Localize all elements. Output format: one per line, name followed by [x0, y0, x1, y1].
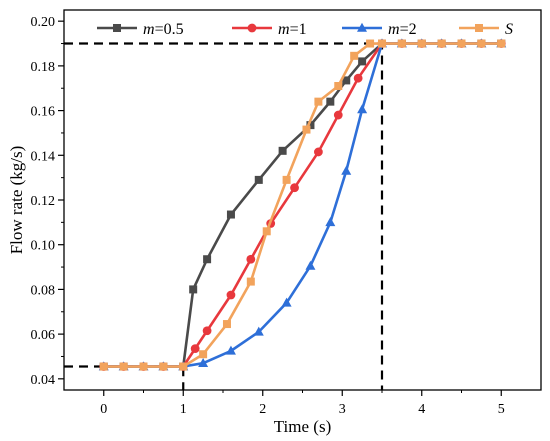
series-1-point-10	[290, 183, 299, 193]
series-0-point-13	[358, 57, 367, 66]
legend-item-3: S	[459, 21, 513, 38]
series-3-point-15	[378, 39, 386, 48]
x-tick-label-0: 0	[100, 402, 107, 417]
y-tick-label-7: 0.18	[31, 60, 56, 75]
y-tick-label-0: 0.04	[31, 373, 56, 388]
series-3-point-19	[457, 39, 466, 48]
x-tick-label-1: 1	[180, 402, 187, 417]
legend: m=0.5 m=1 m=2 S	[97, 21, 513, 38]
x-tick-label-5: 5	[498, 402, 505, 417]
series-3	[99, 39, 506, 371]
series-3-point-3	[159, 362, 168, 371]
series-3-point-13	[350, 51, 359, 60]
series-0-point-7	[226, 210, 235, 219]
series-1	[99, 39, 506, 371]
series-1-point-11	[314, 147, 323, 157]
y-axis-title: Flow rate (kg/s)	[7, 146, 26, 255]
series-0-point-8	[254, 175, 263, 184]
legend-marker-1	[247, 23, 257, 33]
series-1-point-5	[190, 344, 200, 354]
series-2-point-12	[357, 104, 368, 114]
legend-label-2-var: m	[388, 21, 400, 38]
legend-label-2-value: =2	[400, 21, 417, 38]
legend-marker-3	[475, 24, 483, 32]
legend-label-0-var: m	[143, 21, 155, 38]
series-0	[99, 39, 506, 371]
series-1-point-12	[333, 110, 343, 120]
legend-item-2: m=2	[342, 21, 417, 38]
series-layer	[98, 38, 507, 371]
series-1-point-13	[353, 73, 363, 83]
series-0-point-9	[278, 146, 287, 155]
series-3-point-4	[179, 362, 188, 371]
series-0-point-10	[306, 121, 315, 130]
series-3-point-6	[222, 320, 231, 329]
series-2-point-7	[253, 326, 264, 336]
y-tick-label-5: 0.14	[31, 149, 56, 164]
series-3-point-0	[99, 362, 108, 371]
series-3-point-17	[417, 39, 426, 48]
x-tick-label-3: 3	[339, 402, 346, 417]
y-tick-label-1: 0.06	[31, 328, 56, 343]
series-3-point-1	[119, 362, 128, 371]
series-3-point-2	[139, 362, 148, 371]
series-1-point-6	[202, 326, 212, 336]
axis-ticks: 0 1 2 3 4 5 0.04 0.06 0.08 0.10 0.12 0.14 0.16 0.18 0.…	[31, 15, 505, 417]
series-3-point-11	[314, 97, 323, 106]
y-tick-label-4: 0.12	[31, 194, 56, 209]
series-3-point-14	[366, 39, 375, 48]
x-tick-label-4: 4	[418, 402, 425, 417]
legend-item-1: m=1	[232, 21, 307, 38]
series-2-point-11	[341, 165, 352, 175]
x-tick-label-2: 2	[259, 402, 266, 417]
series-0-point-6	[203, 255, 212, 264]
legend-label-1-value: =1	[290, 21, 307, 38]
plot-frame	[63, 9, 542, 391]
y-tick-label-8: 0.20	[31, 15, 56, 30]
series-3-point-10	[302, 125, 311, 134]
series-2-point-6	[225, 345, 236, 355]
series-2-point-9	[305, 260, 316, 270]
series-2-line	[103, 42, 502, 368]
y-tick-label-2: 0.08	[31, 283, 56, 298]
series-3-point-12	[334, 82, 343, 90]
y-tick-label-3: 0.10	[31, 239, 56, 254]
series-2-point-8	[281, 297, 292, 307]
legend-label-1-var: m	[278, 21, 290, 38]
series-3-point-5	[199, 350, 208, 359]
legend-item-0: m=0.5	[97, 21, 184, 38]
series-0-point-11	[326, 97, 335, 106]
series-1-line	[103, 42, 502, 368]
legend-label-3: S	[505, 21, 513, 38]
series-1-point-7	[226, 290, 236, 300]
legend-label-1: m=1	[278, 21, 307, 38]
legend-label-0: m=0.5	[143, 21, 184, 38]
series-3-point-16	[397, 39, 406, 48]
series-3-point-8	[262, 227, 271, 236]
series-3-point-9	[282, 175, 291, 184]
y-tick-label-6: 0.16	[31, 105, 56, 120]
x-axis-title: Time (s)	[274, 417, 331, 436]
series-0-point-12	[342, 76, 351, 85]
series-1-point-8	[246, 254, 256, 264]
legend-label-2: m=2	[388, 21, 417, 38]
legend-marker-0	[113, 24, 121, 32]
series-3-point-7	[246, 277, 255, 286]
series-3-line	[103, 42, 502, 368]
series-2-point-5	[198, 357, 209, 367]
series-2-point-10	[325, 217, 336, 227]
series-3-point-18	[437, 39, 446, 48]
legend-marker-2	[357, 22, 367, 32]
series-0-line	[103, 42, 502, 368]
legend-label-3-var: S	[505, 21, 513, 38]
series-2	[98, 38, 507, 371]
series-3-point-20	[477, 39, 486, 48]
legend-label-0-value: =0.5	[155, 21, 184, 38]
series-3-point-21	[497, 39, 506, 48]
series-0-point-5	[189, 285, 198, 294]
